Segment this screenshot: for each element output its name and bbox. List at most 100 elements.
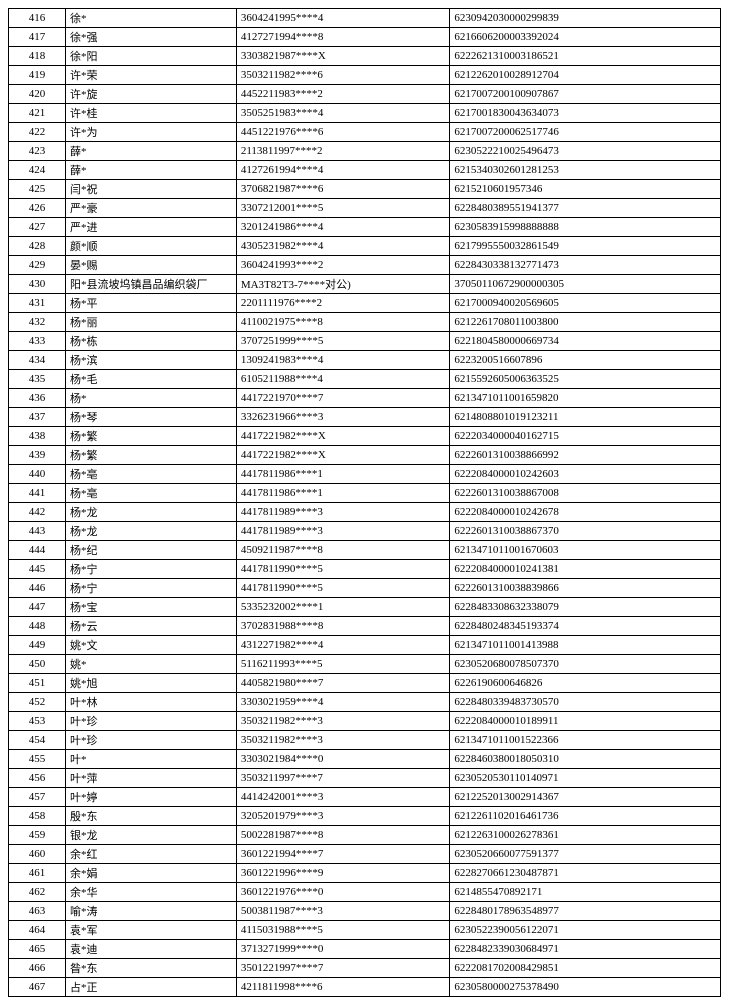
row-name: 杨* <box>65 389 236 408</box>
row-account: 6217000940020569605 <box>450 294 721 313</box>
row-name: 杨*毛 <box>65 370 236 389</box>
row-name: 杨*平 <box>65 294 236 313</box>
row-index: 425 <box>9 180 66 199</box>
table-row: 429晏*赐3604241993****26228430338132771473 <box>9 256 721 275</box>
row-index: 448 <box>9 617 66 636</box>
row-index: 431 <box>9 294 66 313</box>
table-row: 452叶*林3303021959****46228480339483730570 <box>9 693 721 712</box>
row-account: 6217995550032861549 <box>450 237 721 256</box>
row-index: 426 <box>9 199 66 218</box>
row-index: 451 <box>9 674 66 693</box>
row-account: 6222081702008429851 <box>450 959 721 978</box>
row-id: 4417811986****1 <box>236 465 450 484</box>
row-id: 4110021975****8 <box>236 313 450 332</box>
row-name: 昝*东 <box>65 959 236 978</box>
row-id: 3601221994****7 <box>236 845 450 864</box>
row-name: 余*娟 <box>65 864 236 883</box>
row-id: 5002281987****8 <box>236 826 450 845</box>
row-id: 3501221997****7 <box>236 959 450 978</box>
row-account: 6228480339483730570 <box>450 693 721 712</box>
row-name: 姚*文 <box>65 636 236 655</box>
row-account: 6228480389551941377 <box>450 199 721 218</box>
table-row: 440杨*亳4417811986****16222084000010242603 <box>9 465 721 484</box>
row-id: 5116211993****5 <box>236 655 450 674</box>
row-index: 455 <box>9 750 66 769</box>
row-id: 3201241986****4 <box>236 218 450 237</box>
row-account: 6222084000010242603 <box>450 465 721 484</box>
row-name: 叶*珍 <box>65 712 236 731</box>
row-index: 449 <box>9 636 66 655</box>
row-index: 420 <box>9 85 66 104</box>
row-account: 6222601310038866992 <box>450 446 721 465</box>
row-id: 4417221982****X <box>236 446 450 465</box>
row-account: 6228270661230487871 <box>450 864 721 883</box>
row-name: 杨*亳 <box>65 484 236 503</box>
row-account: 6222621310003186521 <box>450 47 721 66</box>
row-name: 银*龙 <box>65 826 236 845</box>
row-account: 6212262010028912704 <box>450 66 721 85</box>
row-index: 467 <box>9 978 66 997</box>
table-row: 444杨*纪4509211987****86213471011001670603 <box>9 541 721 560</box>
row-id: 1309241983****4 <box>236 351 450 370</box>
row-account: 6228460380018050310 <box>450 750 721 769</box>
table-row: 459银*龙5002281987****86212263100026278361 <box>9 826 721 845</box>
table-row: 438杨*繁4417221982****X6222034000040162715 <box>9 427 721 446</box>
table-row: 464袁*军4115031988****56230522390056122071 <box>9 921 721 940</box>
row-id: 3707251999****5 <box>236 332 450 351</box>
row-index: 432 <box>9 313 66 332</box>
row-name: 叶*林 <box>65 693 236 712</box>
row-id: 4417221982****X <box>236 427 450 446</box>
row-id: 3503211982****3 <box>236 712 450 731</box>
table-row: 436杨*4417221970****76213471011001659820 <box>9 389 721 408</box>
table-row: 443杨*龙4417811989****36222601310038867370 <box>9 522 721 541</box>
row-id: 3503211982****6 <box>236 66 450 85</box>
table-row: 425闫*祝3706821987****66215210601957346 <box>9 180 721 199</box>
row-id: 3604241993****2 <box>236 256 450 275</box>
row-name: 叶*婷 <box>65 788 236 807</box>
table-row: 418徐*阳3303821987****X6222621310003186521 <box>9 47 721 66</box>
row-name: 杨*滨 <box>65 351 236 370</box>
row-account: 6222601310038867008 <box>450 484 721 503</box>
row-index: 438 <box>9 427 66 446</box>
table-row: 434杨*滨1309241983****46223200516607896 <box>9 351 721 370</box>
table-row: 417徐*强4127271994****86216606200003392024 <box>9 28 721 47</box>
row-id: 4417811990****5 <box>236 579 450 598</box>
table-row: 446杨*宁4417811990****56222601310038839866 <box>9 579 721 598</box>
table-row: 442杨*龙4417811989****36222084000010242678 <box>9 503 721 522</box>
row-index: 444 <box>9 541 66 560</box>
table-row: 450姚*5116211993****56230520680078507370 <box>9 655 721 674</box>
row-id: 3303821987****X <box>236 47 450 66</box>
table-row: 431杨*平2201111976****26217000940020569605 <box>9 294 721 313</box>
row-id: 4127271994****8 <box>236 28 450 47</box>
row-account: 6230522390056122071 <box>450 921 721 940</box>
row-index: 457 <box>9 788 66 807</box>
table-row: 426严*豪3307212001****56228480389551941377 <box>9 199 721 218</box>
row-account: 6213471011001659820 <box>450 389 721 408</box>
table-row: 437杨*琴3326231966****36214808801019123211 <box>9 408 721 427</box>
table-row: 441杨*亳4417811986****16222601310038867008 <box>9 484 721 503</box>
row-account: 6228483308632338079 <box>450 598 721 617</box>
row-index: 430 <box>9 275 66 294</box>
row-name: 叶*萍 <box>65 769 236 788</box>
table-row: 465袁*迪3713271999****06228482339030684971 <box>9 940 721 959</box>
row-index: 422 <box>9 123 66 142</box>
row-index: 437 <box>9 408 66 427</box>
row-index: 424 <box>9 161 66 180</box>
table-row: 430阳*县流坡坞镇昌品编织袋厂MA3T82T3-7****对公)3705011… <box>9 275 721 294</box>
row-account: 6215340302601281253 <box>450 161 721 180</box>
row-name: 阳*县流坡坞镇昌品编织袋厂 <box>65 275 236 294</box>
row-account: 6228480178963548977 <box>450 902 721 921</box>
row-index: 442 <box>9 503 66 522</box>
row-index: 441 <box>9 484 66 503</box>
row-account: 6230580000275378490 <box>450 978 721 997</box>
row-account: 6230520530110140971 <box>450 769 721 788</box>
row-index: 446 <box>9 579 66 598</box>
row-name: 杨*琴 <box>65 408 236 427</box>
row-id: 2113811997****2 <box>236 142 450 161</box>
row-index: 461 <box>9 864 66 883</box>
row-account: 6216606200003392024 <box>450 28 721 47</box>
row-name: 许*桂 <box>65 104 236 123</box>
row-account: 6217007200062517746 <box>450 123 721 142</box>
table-row: 460余*红3601221994****76230520660077591377 <box>9 845 721 864</box>
row-index: 439 <box>9 446 66 465</box>
